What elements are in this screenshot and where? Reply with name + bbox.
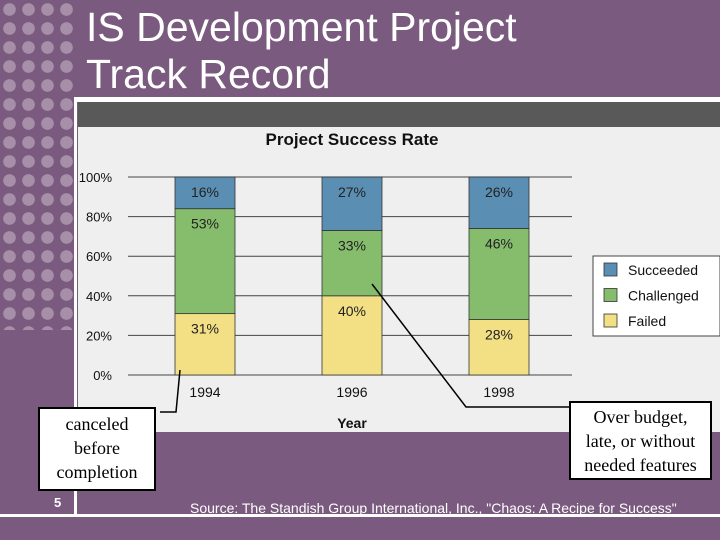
data-label: 46% bbox=[485, 235, 513, 251]
footer-divider bbox=[0, 514, 720, 517]
bar-segment-succeeded bbox=[174, 176, 236, 210]
chart-title: Project Success Rate bbox=[266, 130, 439, 149]
callout-canceled: canceled before completion bbox=[38, 407, 156, 491]
callout-over-budget-line-2: late, or without bbox=[585, 431, 696, 451]
legend-swatch-succeeded bbox=[603, 262, 618, 277]
data-label: 40% bbox=[338, 303, 366, 319]
left-divider bbox=[74, 97, 77, 517]
slide-title-line-2: Track Record bbox=[86, 51, 331, 97]
legend-label-succeeded: Succeeded bbox=[628, 262, 698, 278]
source-citation: Source: The Standish Group International… bbox=[190, 500, 677, 516]
slide-number: 5 bbox=[54, 495, 62, 510]
legend-label-failed: Failed bbox=[628, 313, 666, 329]
slide-title-line-1: IS Development Project bbox=[86, 4, 517, 50]
data-label: 26% bbox=[485, 184, 513, 200]
data-label: 28% bbox=[485, 327, 513, 343]
callout-canceled-line-2: before bbox=[74, 438, 120, 458]
x-tick-label: 1996 bbox=[336, 384, 367, 400]
data-label: 31% bbox=[191, 321, 219, 337]
callout-over-budget-line-3: needed features bbox=[584, 455, 697, 475]
y-tick-label: 0% bbox=[93, 368, 112, 383]
data-label: 33% bbox=[338, 237, 366, 253]
y-tick-label: 100% bbox=[79, 170, 113, 185]
bar-segment-challenged bbox=[174, 208, 236, 315]
x-tick-label: 1994 bbox=[189, 384, 220, 400]
callout-canceled-line-3: completion bbox=[56, 462, 138, 482]
legend-swatch-failed bbox=[603, 313, 618, 328]
decorative-dot-pattern bbox=[0, 0, 75, 330]
callout-over-budget-line-1: Over budget, bbox=[593, 407, 688, 427]
y-tick-label: 80% bbox=[86, 210, 112, 225]
callout-canceled-line-1: canceled bbox=[65, 414, 129, 434]
x-tick-label: 1998 bbox=[483, 384, 514, 400]
y-tick-label: 40% bbox=[86, 289, 112, 304]
bar-segment-succeeded bbox=[321, 176, 383, 231]
callout-connector-right bbox=[371, 283, 570, 408]
callout-connector-left bbox=[160, 369, 181, 413]
callout-over-budget: Over budget, late, or without needed fea… bbox=[569, 401, 712, 480]
legend-swatch-challenged bbox=[603, 288, 618, 302]
legend-label-challenged: Challenged bbox=[628, 288, 699, 304]
bar-segment-failed bbox=[174, 313, 236, 376]
bar-segment-failed bbox=[321, 295, 383, 376]
title-divider bbox=[74, 97, 720, 102]
x-axis-label: Year bbox=[337, 415, 367, 431]
bar-segment-challenged bbox=[468, 228, 530, 320]
chart-header-strip bbox=[78, 102, 720, 127]
y-tick-label: 20% bbox=[86, 328, 112, 343]
bar-segment-succeeded bbox=[468, 176, 530, 229]
y-tick-label: 60% bbox=[86, 249, 112, 264]
slide-title: IS Development Project Track Record bbox=[86, 4, 706, 98]
data-label: 16% bbox=[191, 184, 219, 200]
bar-segment-failed bbox=[468, 319, 530, 376]
data-label: 27% bbox=[338, 184, 366, 200]
data-label: 53% bbox=[191, 216, 219, 232]
